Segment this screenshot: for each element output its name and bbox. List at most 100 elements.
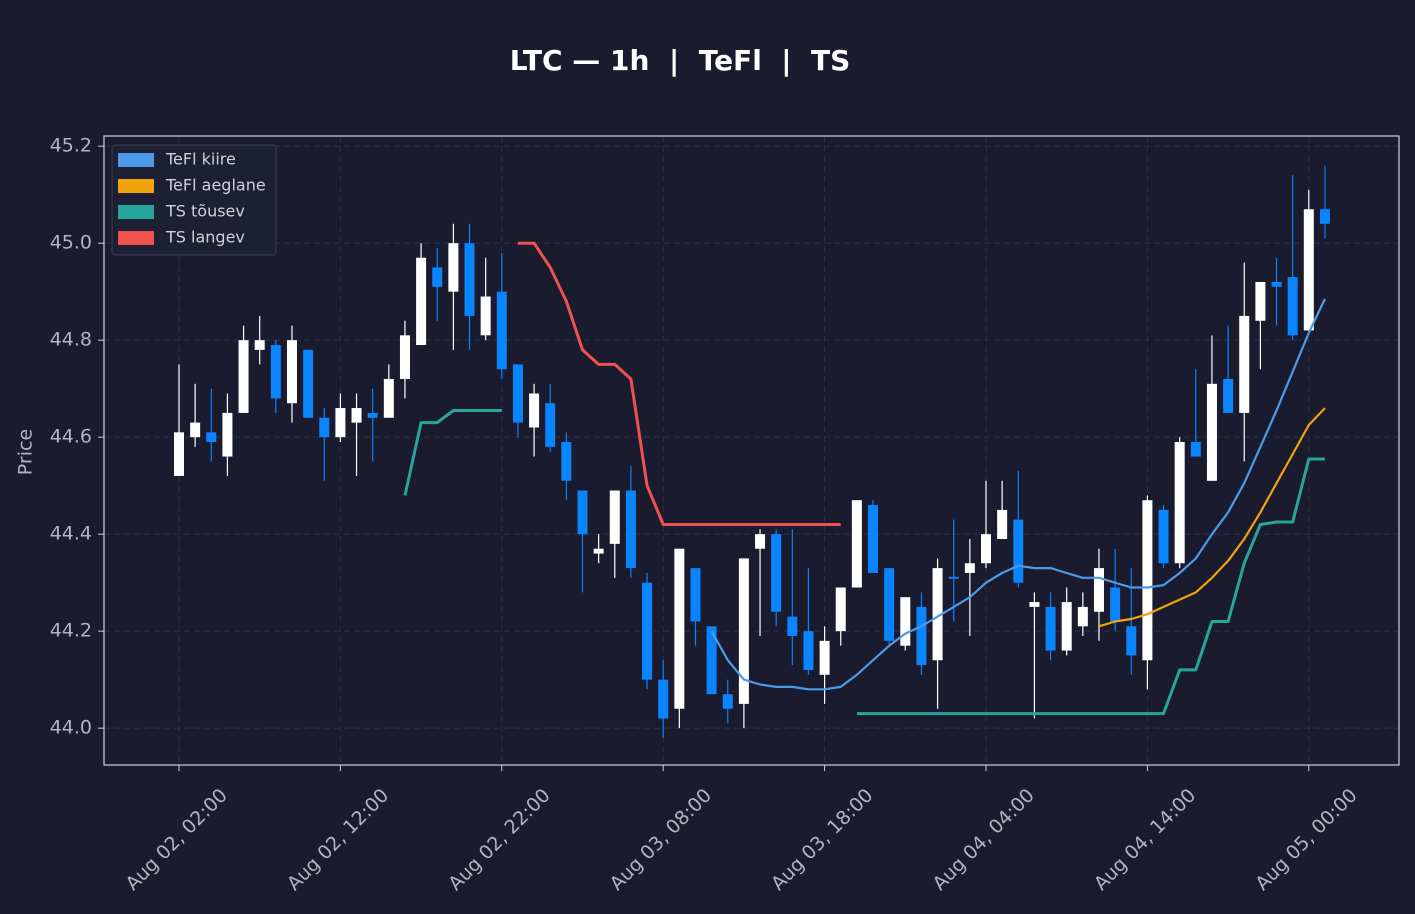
legend: TeFl kiire TeFl aeglane TS tõusev TS langev — [111, 144, 277, 256]
candle-body — [1029, 602, 1040, 607]
candle-body — [545, 403, 556, 447]
indicator-line — [710, 298, 1326, 691]
candle-body — [1077, 606, 1088, 627]
candle-body — [432, 267, 443, 287]
legend-swatch — [118, 205, 154, 219]
candle-body — [319, 417, 330, 438]
candle-body — [464, 243, 475, 316]
legend-label: TeFl kiire — [165, 150, 236, 169]
candle-body — [658, 679, 669, 719]
candle-body — [1319, 209, 1330, 224]
indicator-line — [517, 241, 841, 526]
candle-body — [868, 505, 879, 573]
candle-body — [206, 432, 217, 443]
legend-label: TS tõusev — [165, 202, 245, 221]
candle-body — [771, 534, 782, 612]
candle-body — [625, 490, 636, 569]
y-tick-label: 45.0 — [50, 232, 92, 254]
indicator-line — [856, 457, 1325, 716]
candle-body — [529, 393, 540, 428]
y-tick-label: 45.2 — [50, 135, 92, 157]
candle-body — [674, 548, 685, 709]
legend-label: TeFl aeglane — [165, 176, 266, 195]
candle-body — [286, 340, 297, 404]
plot-marks — [174, 165, 1330, 738]
candle-body — [512, 364, 523, 423]
candle-body — [1287, 277, 1298, 336]
candle-body — [916, 606, 927, 666]
candle-body — [1303, 209, 1314, 331]
candle-body — [981, 534, 991, 564]
candle-body — [819, 640, 830, 675]
candle-body — [1110, 587, 1121, 622]
candle-body — [303, 349, 314, 418]
candle-body — [835, 587, 846, 632]
y-tick-label: 44.2 — [50, 620, 92, 642]
candle-body — [1223, 378, 1234, 413]
candle-body — [884, 568, 895, 641]
candle-body — [174, 432, 184, 476]
candle-body — [1142, 500, 1153, 661]
candle-body — [738, 558, 749, 704]
candle-body — [932, 568, 943, 661]
plot-frame — [103, 135, 1400, 766]
candle-body — [787, 616, 798, 636]
legend-swatch — [118, 179, 154, 193]
candle-body — [948, 576, 959, 579]
candle-body — [383, 378, 394, 418]
candle-body — [593, 548, 604, 554]
candle-body — [222, 412, 233, 457]
candle-body — [577, 490, 588, 535]
candle-body — [1239, 315, 1250, 413]
candle-body — [1206, 383, 1217, 481]
indicator-line — [1098, 407, 1326, 628]
candle-body — [335, 408, 346, 438]
candle-body — [351, 408, 362, 423]
y-tick-label: 44.6 — [50, 426, 92, 448]
candle-body — [270, 345, 281, 399]
candle-body — [1126, 626, 1137, 656]
candle-body — [1174, 442, 1185, 564]
y-tick-label: 44.0 — [50, 717, 92, 739]
candle-body — [238, 340, 249, 413]
candle-body — [190, 422, 201, 438]
candle-body — [851, 500, 862, 588]
candle-body — [399, 335, 410, 379]
candle-body — [496, 291, 507, 370]
candle-body — [1255, 281, 1266, 321]
candle-body — [561, 442, 572, 481]
candle-body — [1158, 509, 1169, 564]
candle-body — [1190, 442, 1201, 457]
candle-body — [416, 257, 427, 346]
candle-body — [480, 296, 491, 336]
legend-swatch — [118, 153, 154, 167]
candle-body — [1045, 606, 1056, 651]
y-tick-label: 44.4 — [50, 523, 92, 545]
candle-body — [755, 534, 766, 549]
candle-body — [964, 563, 975, 573]
legend-box — [111, 144, 277, 256]
candle-body — [1013, 519, 1024, 583]
candle-body — [803, 631, 814, 670]
y-axis-label: Price — [15, 429, 37, 475]
candle-body — [367, 412, 378, 418]
candle-body — [900, 597, 911, 646]
y-tick-label: 44.8 — [50, 329, 92, 351]
candle-body — [722, 694, 733, 709]
chart-title: LTC — 1h | TeFl | TS — [510, 44, 851, 77]
candle-body — [254, 340, 265, 350]
candle-body — [706, 626, 717, 695]
legend-label: TS langev — [165, 228, 245, 247]
candle-body — [1061, 602, 1072, 651]
indicator-line — [403, 409, 502, 496]
candle-body — [1271, 281, 1282, 287]
candle-body — [997, 509, 1008, 540]
candle-body — [448, 243, 459, 292]
candle-body — [609, 490, 620, 544]
candle-body — [1093, 568, 1104, 612]
legend-swatch — [118, 231, 154, 245]
candle-body — [642, 582, 653, 680]
